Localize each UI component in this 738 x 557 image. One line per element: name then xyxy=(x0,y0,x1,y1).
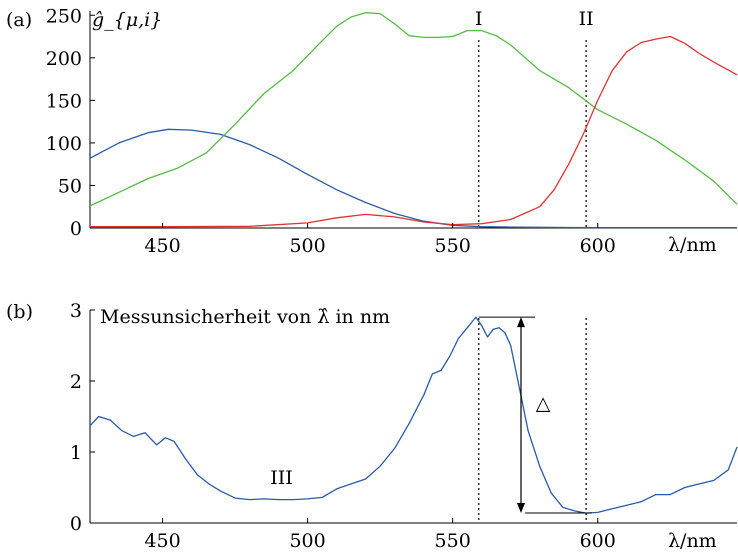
series-line-0 xyxy=(89,316,738,514)
panel-a-chart: (a) ĝ_{μ,i} I II 450 500 550 600050100150200… xyxy=(6,5,738,257)
y-tick-label: 3 xyxy=(70,300,82,322)
x-tick-label: 550 xyxy=(435,235,471,257)
panel-b-ticks: 450 500 550 600 0 1 2 3 xyxy=(70,300,616,552)
panel-a-label: (a) xyxy=(6,9,32,31)
marker-line-label: II xyxy=(579,8,594,30)
panel-b-title: Messunsicherheit von λ̂ in nm xyxy=(100,306,390,328)
y-tick-label: 100 xyxy=(46,133,82,155)
panel-b-xlabel: λ/nm xyxy=(668,530,717,552)
y-tick-label: 1 xyxy=(70,442,82,464)
panel-a-xlabel: λ/nm xyxy=(668,234,717,256)
panel-a-ticks: 450 500 550 600 0 50 100 150 200 250 xyxy=(46,5,616,257)
x-tick-label: 500 xyxy=(289,530,325,552)
marker-line-label: I xyxy=(475,8,483,30)
panel-b-vlines xyxy=(478,318,587,523)
delta-arrow-head-bottom xyxy=(517,503,525,514)
panel-b-series xyxy=(89,316,738,514)
x-tick-label: 550 xyxy=(435,530,471,552)
panel-b-axes xyxy=(89,310,737,524)
x-tick-label: 450 xyxy=(144,530,180,552)
y-tick-label: 50 xyxy=(58,175,82,197)
delta-arrow-head-top xyxy=(517,317,525,328)
annotation-label: III xyxy=(270,467,293,489)
y-tick-label: 200 xyxy=(46,48,82,70)
series-line-1 xyxy=(89,12,738,207)
panel-a-series xyxy=(89,12,738,229)
panel-a-ylabel: ĝ_{μ,i} xyxy=(92,9,162,31)
panel-b-annotations: III △ xyxy=(270,316,592,514)
series-line-0 xyxy=(89,128,737,229)
y-tick-label: 0 xyxy=(70,218,82,240)
x-tick-label: 600 xyxy=(580,530,616,552)
series-line-2 xyxy=(90,35,738,228)
panel-b-label: (b) xyxy=(6,301,33,323)
x-tick-label: 500 xyxy=(289,235,325,257)
panel-a-vlines: I II xyxy=(475,8,594,228)
x-tick-label: 450 xyxy=(144,235,180,257)
delta-label: △ xyxy=(536,392,551,414)
panel-b-chart: (b) Messunsicherheit von λ̂ in nm III △ 4… xyxy=(6,300,738,552)
y-tick-label: 150 xyxy=(46,90,82,112)
y-tick-label: 2 xyxy=(70,371,82,393)
y-tick-label: 250 xyxy=(46,5,82,27)
x-tick-label: 600 xyxy=(580,235,616,257)
y-tick-label: 0 xyxy=(70,513,82,535)
